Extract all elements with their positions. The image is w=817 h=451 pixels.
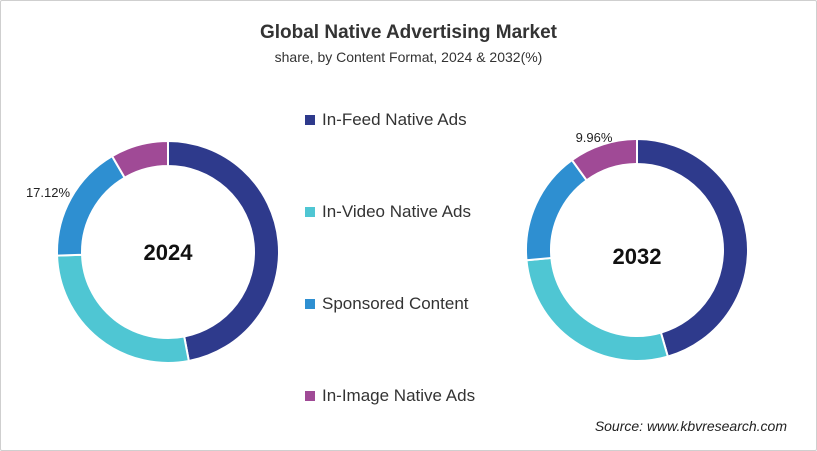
legend-item: In-Video Native Ads: [305, 202, 471, 222]
legend-label: In-Video Native Ads: [322, 202, 471, 221]
legend-item: In-Feed Native Ads: [305, 110, 467, 130]
donut-slice-in-feed-native-ads: [167, 139, 280, 363]
data-label: 9.96%: [576, 130, 613, 145]
legend-swatch: [305, 391, 315, 401]
legend-item: Sponsored Content: [305, 294, 469, 314]
donut-slice-sponsored-content: [525, 158, 589, 262]
chart-title: Global Native Advertising Market: [259, 22, 558, 43]
legend-swatch: [305, 299, 315, 309]
legend-label: In-Image Native Ads: [322, 386, 476, 405]
donut-slice-in-video-native-ads: [525, 256, 670, 362]
legend-label: In-Feed Native Ads: [322, 110, 467, 129]
chart-subtitle: share, by Content Format, 2024 & 2032(%): [274, 49, 543, 65]
legend-swatch: [305, 115, 315, 125]
donut-slice-in-feed-native-ads: [636, 137, 749, 358]
data-label: 17.12%: [26, 185, 71, 200]
donut-center-label: 2024: [144, 240, 194, 265]
donut-center-label: 2032: [613, 244, 662, 269]
donut-slice-in-image-native-ads: [110, 139, 169, 180]
legend-label: Sponsored Content: [322, 294, 469, 313]
legend-swatch: [305, 207, 315, 217]
source-note: Source: www.kbvresearch.com: [594, 418, 787, 434]
legend-item: In-Image Native Ads: [305, 386, 475, 406]
donut-slice-in-image-native-ads: [570, 137, 638, 182]
